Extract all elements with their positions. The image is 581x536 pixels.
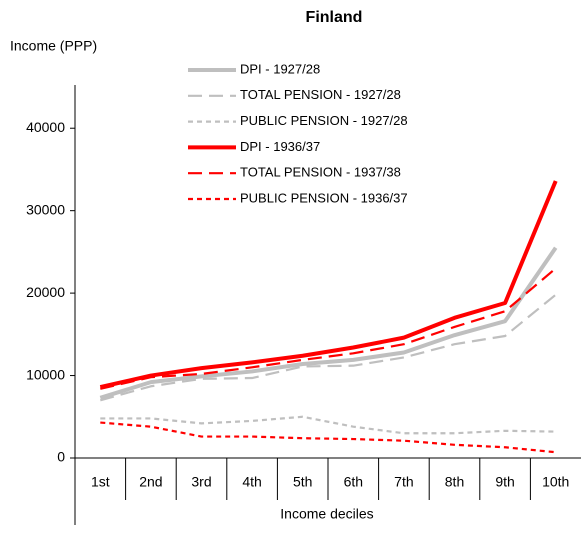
legend-label: PUBLIC PENSION - 1927/28 (240, 113, 408, 128)
legend-label: TOTAL PENSION - 1927/28 (240, 87, 401, 102)
series-line (100, 421, 556, 454)
x-tick-label: 10th (542, 474, 569, 490)
legend-label: DPI - 1927/28 (240, 61, 320, 76)
x-tick-label: 2nd (139, 474, 162, 490)
legend-label: DPI - 1936/37 (240, 139, 320, 154)
x-tick-label: 4th (242, 474, 261, 490)
x-tick-label: 9th (495, 474, 514, 490)
y-tick-label: 10000 (26, 366, 65, 382)
legend-label: TOTAL PENSION - 1937/38 (240, 165, 401, 180)
legend-label: PUBLIC PENSION - 1936/37 (240, 190, 408, 205)
x-axis-label: Income deciles (280, 506, 373, 522)
y-tick-label: 0 (57, 449, 65, 465)
x-tick-label: 5th (293, 474, 312, 490)
x-tick-label: 3rd (191, 474, 211, 490)
series-line (100, 267, 557, 390)
x-tick-label: 6th (344, 474, 363, 490)
x-tick-label: 1st (91, 474, 110, 490)
x-tick-label: 7th (394, 474, 413, 490)
chart-title: Finland (306, 9, 363, 26)
y-tick-label: 30000 (26, 201, 65, 217)
y-axis-label: Income (PPP) (10, 38, 97, 54)
y-tick-label: 40000 (26, 119, 65, 135)
y-tick-label: 20000 (26, 284, 65, 300)
series-line (100, 415, 556, 435)
x-tick-label: 8th (445, 474, 464, 490)
series-line (99, 246, 558, 400)
series-line (100, 293, 557, 402)
series-line (99, 180, 558, 390)
